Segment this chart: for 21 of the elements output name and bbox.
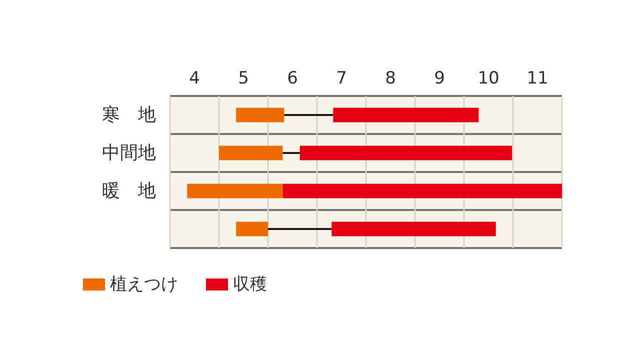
x-tick-label: 6	[287, 68, 298, 88]
x-tick-label: 8	[385, 68, 396, 88]
x-tick-label: 7	[336, 68, 347, 88]
x-tick-label: 4	[189, 68, 200, 88]
x-tick-label: 5	[238, 68, 249, 88]
x-tick-label: 11	[526, 68, 548, 88]
x-tick-label: 9	[434, 68, 445, 88]
x-tick-label: 10	[478, 68, 500, 88]
bar	[332, 222, 496, 236]
bar	[282, 184, 562, 198]
bar	[333, 108, 479, 122]
bar	[219, 146, 283, 160]
legend-label: 植えつけ	[110, 274, 178, 294]
legend-label: 収穫	[233, 274, 267, 294]
bar	[300, 146, 512, 160]
bar	[236, 108, 284, 122]
y-tick-label: 中間地	[102, 142, 156, 164]
bar	[236, 222, 268, 236]
y-tick-label: 寒 地	[102, 104, 156, 126]
bar	[187, 184, 283, 198]
y-tick-label: 暖 地	[102, 180, 156, 202]
